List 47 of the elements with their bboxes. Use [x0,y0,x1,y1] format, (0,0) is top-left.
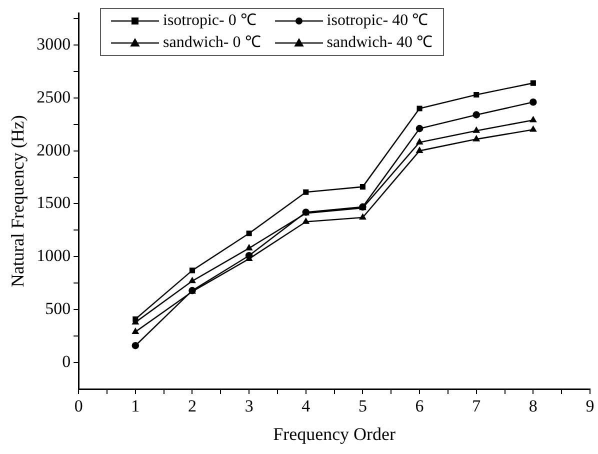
y-axis-title: Natural Frequency (Hz) [8,115,28,288]
y-tick-label: 1500 [36,193,71,212]
point [416,124,424,132]
point [472,111,480,118]
point [474,92,480,98]
point [132,328,139,334]
point [360,184,366,190]
legend-label: isotropic- 0 ℃ [163,11,256,31]
x-tick-label: 7 [472,396,482,416]
point [473,136,480,142]
point [189,268,196,274]
x-tick-label: 8 [528,396,538,416]
point [302,218,310,224]
point [530,80,536,86]
point [132,316,138,322]
x-tick-label: 5 [358,396,367,416]
point [188,277,196,284]
point [530,126,536,132]
y-tick-label: 500 [45,299,71,318]
y-tick-label: 1000 [36,246,71,266]
x-tick-label: 4 [302,396,311,416]
point [245,252,253,260]
point [246,230,252,236]
x-tick-label: 2 [188,396,196,416]
x-tick-label: 3 [244,396,254,416]
x-axis-title: Frequency Order [273,424,396,444]
legend-label: isotropic- 40 ℃ [326,11,428,31]
y-tick-label: 2500 [36,87,71,106]
x-tick-label: 6 [415,396,424,416]
point [132,342,140,350]
x-tick-label: 1 [131,396,140,416]
point [303,189,309,195]
x-tick-label: 9 [586,396,594,416]
legend-label: sandwich- 40 ℃ [326,33,433,53]
point [416,147,423,153]
point [416,138,423,144]
point [530,98,537,106]
point [530,116,536,122]
x-tick-label: 0 [74,396,83,416]
y-tick-label: 0 [62,352,71,372]
y-tick-label: 3000 [36,34,71,54]
point [246,244,252,250]
legend-label: sandwich- 0 ℃ [163,33,261,53]
point [359,214,366,220]
point [416,106,422,112]
point [473,127,480,133]
y-tick-label: 2000 [36,140,71,160]
